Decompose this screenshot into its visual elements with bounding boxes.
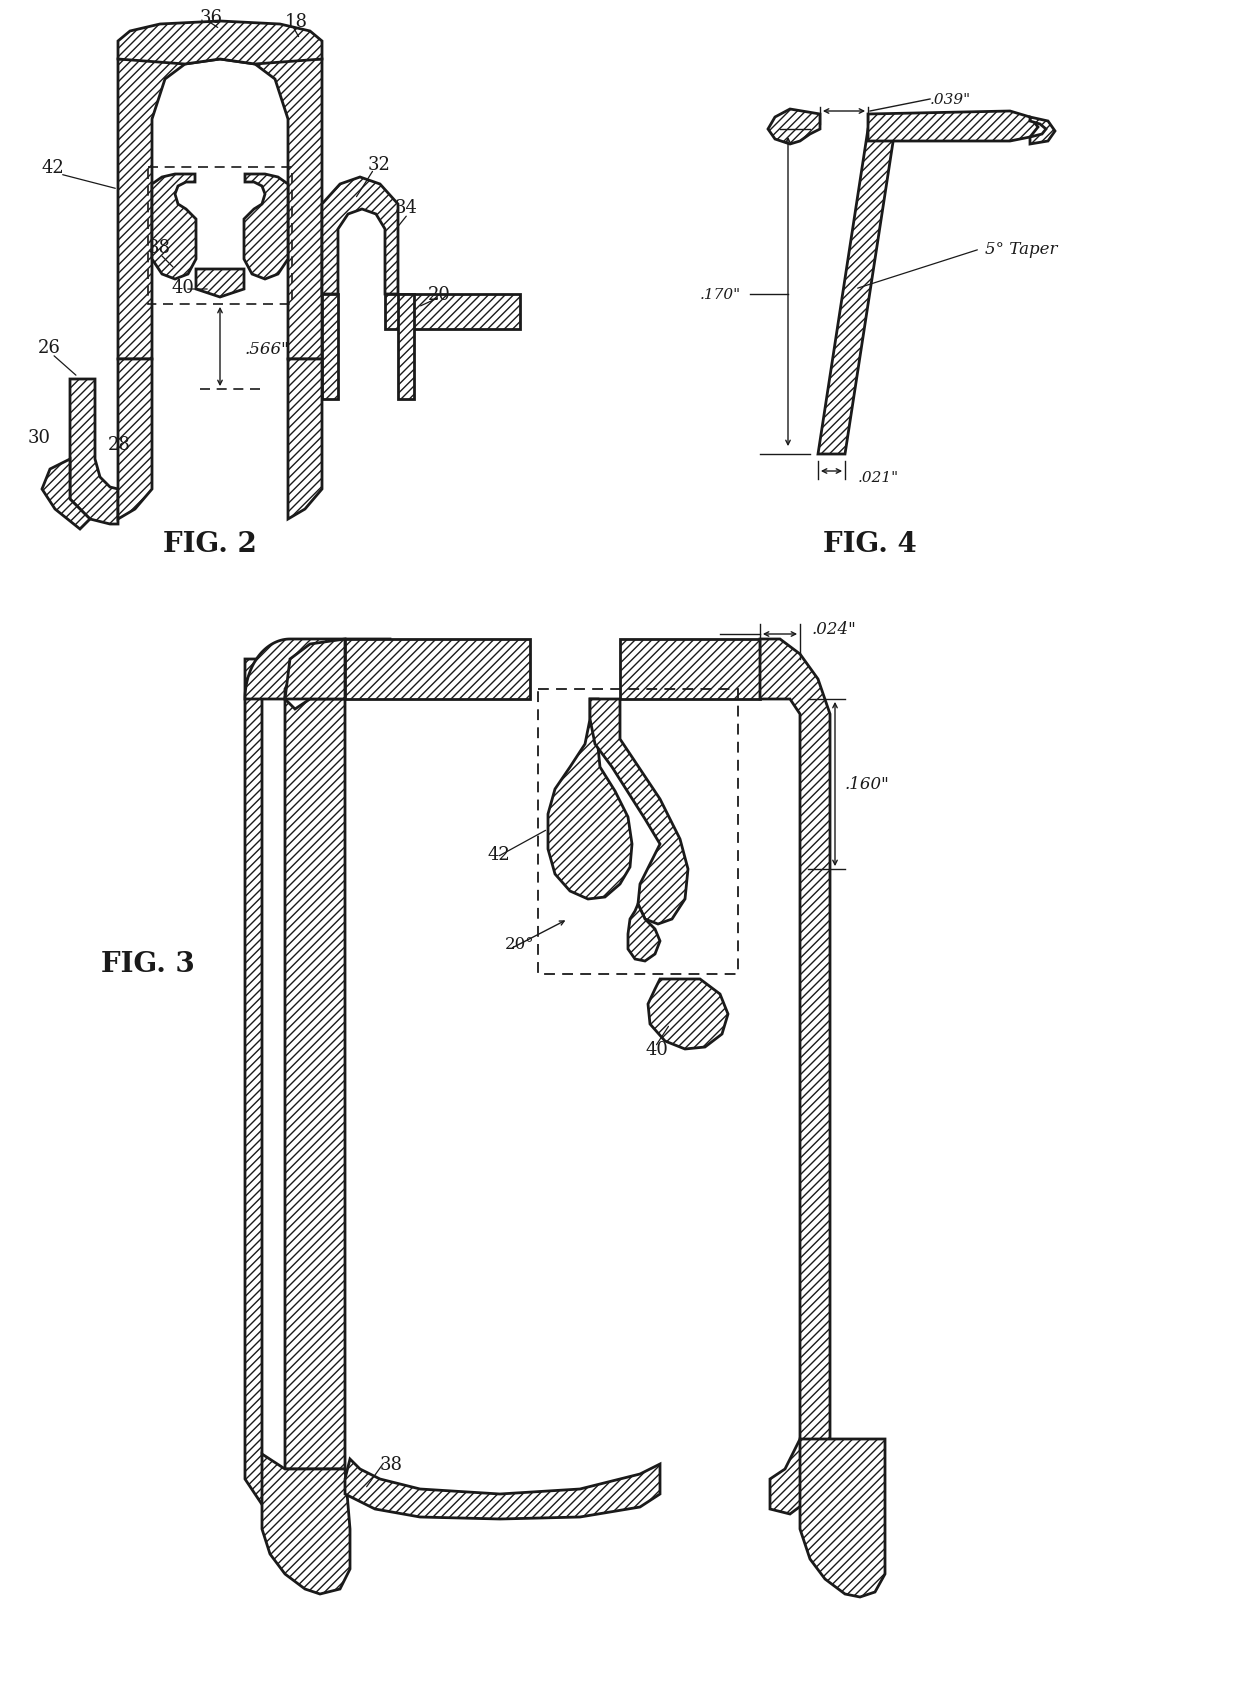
Text: .039": .039"	[930, 93, 971, 107]
Text: 40: 40	[645, 1041, 668, 1058]
Text: 38: 38	[379, 1455, 403, 1474]
Text: 34: 34	[396, 199, 418, 217]
Text: .160": .160"	[844, 776, 890, 793]
Text: 20: 20	[428, 285, 451, 304]
Text: .024": .024"	[812, 621, 857, 638]
Polygon shape	[288, 360, 322, 520]
Text: 20°: 20°	[505, 936, 534, 953]
Text: 42: 42	[42, 160, 64, 177]
Polygon shape	[118, 22, 322, 65]
Text: 28: 28	[108, 436, 131, 453]
Polygon shape	[118, 360, 153, 520]
Text: 5° Taper: 5° Taper	[985, 241, 1058, 258]
Polygon shape	[219, 59, 322, 360]
Text: FIG. 3: FIG. 3	[102, 951, 195, 978]
Polygon shape	[285, 700, 345, 1469]
Polygon shape	[627, 905, 660, 961]
Text: .170": .170"	[701, 289, 742, 302]
Polygon shape	[590, 700, 688, 924]
Polygon shape	[345, 640, 529, 700]
Polygon shape	[818, 131, 895, 455]
Polygon shape	[345, 1459, 660, 1520]
Text: 40: 40	[172, 278, 195, 297]
Polygon shape	[868, 112, 1038, 143]
Polygon shape	[196, 270, 244, 297]
Polygon shape	[69, 380, 118, 525]
Polygon shape	[384, 295, 520, 329]
Polygon shape	[322, 295, 339, 399]
Polygon shape	[1030, 117, 1055, 144]
Polygon shape	[246, 640, 391, 700]
Polygon shape	[285, 640, 345, 700]
Polygon shape	[118, 59, 219, 360]
Polygon shape	[244, 175, 288, 280]
Text: 42: 42	[489, 846, 511, 864]
Polygon shape	[649, 980, 728, 1049]
Polygon shape	[246, 659, 300, 1530]
Polygon shape	[760, 640, 830, 1515]
Text: .021": .021"	[858, 470, 899, 484]
Text: 36: 36	[200, 8, 223, 27]
Text: 26: 26	[38, 340, 61, 357]
Polygon shape	[42, 460, 91, 530]
Text: 30: 30	[29, 430, 51, 447]
Polygon shape	[262, 1453, 350, 1594]
Polygon shape	[153, 175, 196, 280]
Text: 18: 18	[285, 14, 308, 31]
Polygon shape	[768, 110, 820, 144]
Polygon shape	[548, 700, 632, 900]
Text: 32: 32	[368, 156, 391, 173]
Text: FIG. 2: FIG. 2	[164, 531, 257, 559]
Polygon shape	[398, 295, 414, 399]
Text: .566": .566"	[246, 341, 290, 358]
Polygon shape	[322, 178, 398, 295]
Polygon shape	[800, 1440, 885, 1598]
Text: FIG. 4: FIG. 4	[823, 531, 916, 559]
Polygon shape	[620, 640, 760, 700]
Text: 38: 38	[148, 239, 171, 256]
